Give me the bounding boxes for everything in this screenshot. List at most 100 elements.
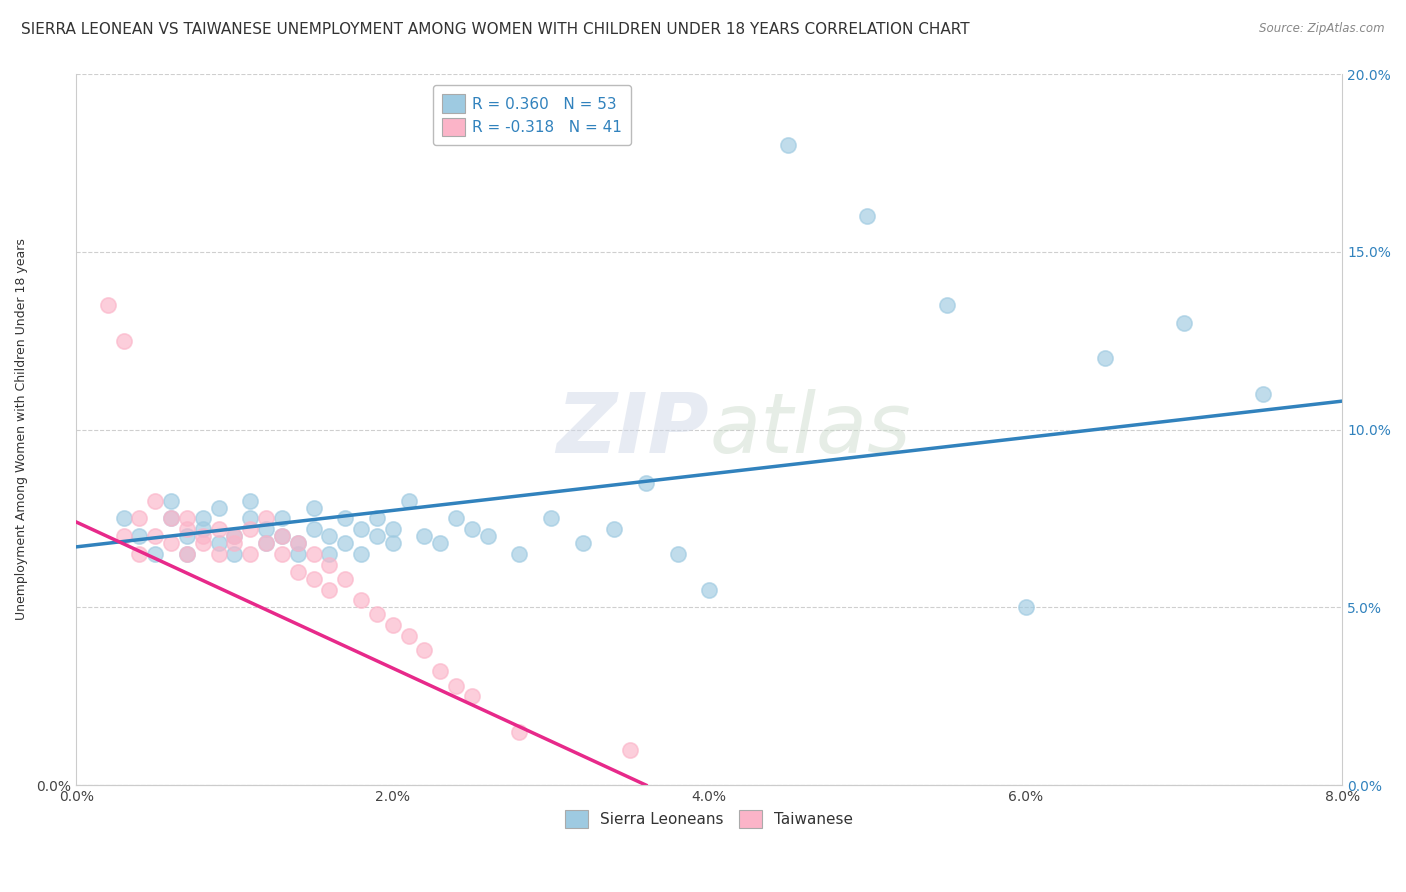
- Point: [381, 522, 404, 536]
- Point: [271, 529, 294, 543]
- Point: [207, 500, 229, 515]
- Point: [697, 582, 720, 597]
- Point: [444, 679, 467, 693]
- Point: [128, 547, 150, 561]
- Point: [207, 522, 229, 536]
- Point: [318, 582, 340, 597]
- Point: [271, 547, 294, 561]
- Text: atlas: atlas: [709, 389, 911, 470]
- Point: [176, 529, 198, 543]
- Point: [176, 522, 198, 536]
- Point: [856, 209, 879, 223]
- Point: [191, 511, 214, 525]
- Point: [143, 493, 166, 508]
- Point: [176, 511, 198, 525]
- Point: [254, 511, 277, 525]
- Point: [366, 607, 388, 622]
- Point: [302, 500, 325, 515]
- Point: [1251, 387, 1274, 401]
- Point: [398, 493, 420, 508]
- Point: [666, 547, 689, 561]
- Point: [318, 558, 340, 572]
- Point: [508, 547, 530, 561]
- Point: [619, 742, 641, 756]
- Point: [239, 511, 262, 525]
- Point: [508, 724, 530, 739]
- Point: [1015, 600, 1038, 615]
- Point: [112, 511, 135, 525]
- Point: [239, 522, 262, 536]
- Point: [207, 547, 229, 561]
- Point: [287, 536, 309, 550]
- Point: [224, 529, 246, 543]
- Point: [429, 665, 451, 679]
- Point: [1173, 316, 1195, 330]
- Point: [239, 493, 262, 508]
- Point: [143, 529, 166, 543]
- Point: [381, 536, 404, 550]
- Point: [366, 511, 388, 525]
- Point: [160, 536, 183, 550]
- Point: [302, 547, 325, 561]
- Point: [160, 511, 183, 525]
- Point: [112, 529, 135, 543]
- Point: [302, 522, 325, 536]
- Point: [461, 690, 484, 704]
- Point: [571, 536, 593, 550]
- Point: [381, 618, 404, 632]
- Point: [176, 547, 198, 561]
- Text: ZIP: ZIP: [557, 389, 709, 470]
- Point: [128, 529, 150, 543]
- Point: [935, 298, 957, 312]
- Legend: Sierra Leoneans, Taiwanese: Sierra Leoneans, Taiwanese: [560, 804, 859, 834]
- Point: [112, 334, 135, 348]
- Point: [413, 529, 436, 543]
- Point: [287, 536, 309, 550]
- Point: [254, 522, 277, 536]
- Point: [271, 511, 294, 525]
- Point: [191, 529, 214, 543]
- Point: [461, 522, 484, 536]
- Point: [335, 511, 357, 525]
- Point: [413, 643, 436, 657]
- Point: [350, 593, 373, 607]
- Point: [540, 511, 562, 525]
- Point: [778, 138, 800, 153]
- Point: [603, 522, 626, 536]
- Point: [429, 536, 451, 550]
- Point: [318, 547, 340, 561]
- Point: [335, 572, 357, 586]
- Point: [207, 536, 229, 550]
- Point: [318, 529, 340, 543]
- Point: [224, 547, 246, 561]
- Point: [287, 547, 309, 561]
- Point: [160, 493, 183, 508]
- Text: SIERRA LEONEAN VS TAIWANESE UNEMPLOYMENT AMONG WOMEN WITH CHILDREN UNDER 18 YEAR: SIERRA LEONEAN VS TAIWANESE UNEMPLOYMENT…: [21, 22, 970, 37]
- Point: [398, 629, 420, 643]
- Point: [350, 547, 373, 561]
- Point: [191, 522, 214, 536]
- Point: [444, 511, 467, 525]
- Text: Source: ZipAtlas.com: Source: ZipAtlas.com: [1260, 22, 1385, 36]
- Point: [634, 475, 657, 490]
- Point: [271, 529, 294, 543]
- Point: [254, 536, 277, 550]
- Point: [287, 565, 309, 579]
- Point: [160, 511, 183, 525]
- Point: [366, 529, 388, 543]
- Y-axis label: Unemployment Among Women with Children Under 18 years: Unemployment Among Women with Children U…: [15, 239, 28, 621]
- Point: [1094, 351, 1116, 366]
- Point: [477, 529, 499, 543]
- Point: [350, 522, 373, 536]
- Point: [224, 536, 246, 550]
- Point: [254, 536, 277, 550]
- Point: [143, 547, 166, 561]
- Point: [239, 547, 262, 561]
- Point: [128, 511, 150, 525]
- Point: [176, 547, 198, 561]
- Point: [97, 298, 120, 312]
- Point: [191, 536, 214, 550]
- Point: [335, 536, 357, 550]
- Point: [302, 572, 325, 586]
- Point: [224, 529, 246, 543]
